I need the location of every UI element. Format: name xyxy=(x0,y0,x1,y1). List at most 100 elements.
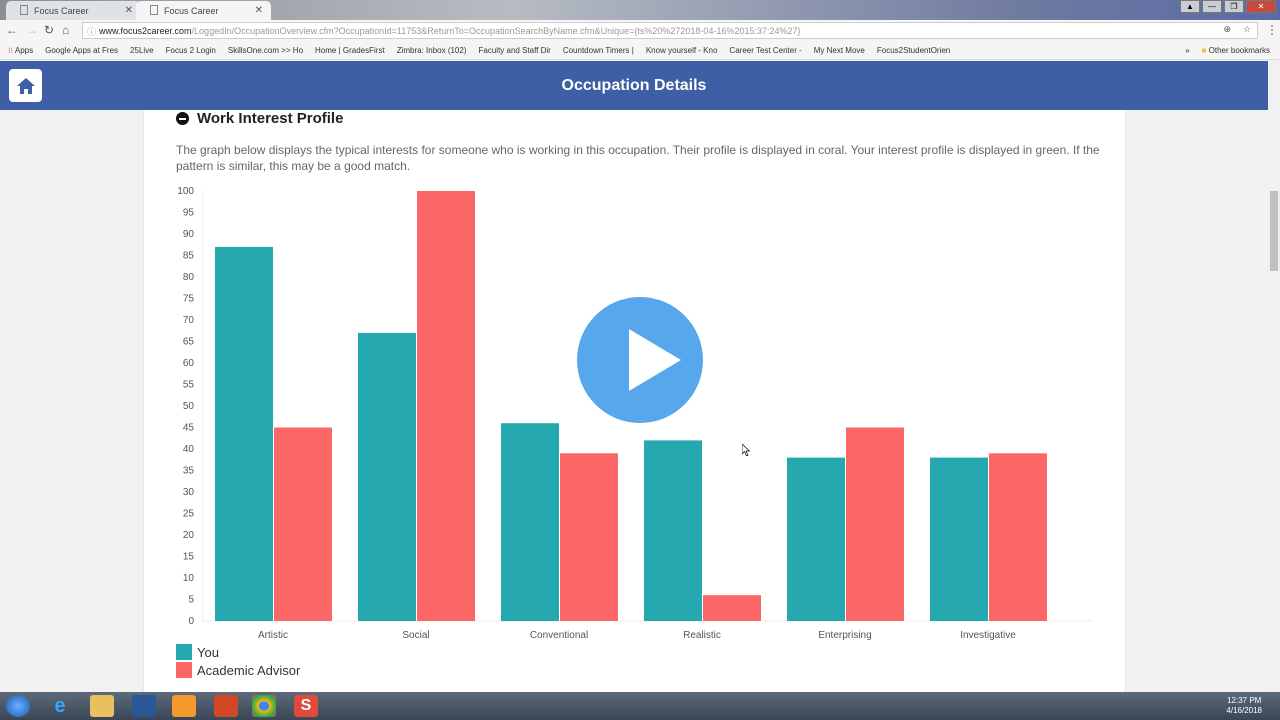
url-path: /LoggedIn/OccupationOverview.cfm?Occupat… xyxy=(191,26,801,36)
close-window-button[interactable]: ✕ xyxy=(1246,0,1276,13)
legend-label: Academic Advisor xyxy=(197,662,301,678)
bookmark-skillsone[interactable]: SkillsOne.com >> Ho xyxy=(227,45,304,55)
y-tick-label: 5 xyxy=(188,595,194,606)
home-icon xyxy=(16,77,35,94)
y-tick-label: 40 xyxy=(183,444,195,455)
clock[interactable]: 12:37 PM 4/16/2018 xyxy=(1226,696,1262,716)
bar-advisor-conventional xyxy=(560,453,618,621)
y-tick-label: 80 xyxy=(183,272,195,283)
x-tick-label: Investigative xyxy=(960,630,1016,641)
y-tick-label: 60 xyxy=(183,358,195,369)
play-icon xyxy=(629,329,681,391)
y-tick-label: 30 xyxy=(183,487,195,498)
bookmark-focus2-login[interactable]: Focus 2 Login xyxy=(165,45,216,55)
bookmark-focus2student[interactable]: Focus2StudentOrien xyxy=(876,45,951,55)
bar-advisor-investigative xyxy=(989,453,1047,621)
user-icon[interactable]: ▲ xyxy=(1180,0,1200,13)
x-tick-label: Social xyxy=(402,630,429,641)
bookmark-faculty-staff[interactable]: Faculty and Staff Dir xyxy=(478,45,551,55)
bookmark-gradesfirst[interactable]: Home | GradesFirst xyxy=(315,45,385,55)
y-tick-label: 65 xyxy=(183,337,195,348)
bookmark-my-next-move[interactable]: My Next Move xyxy=(813,45,865,55)
section-description: The graph below displays the typical int… xyxy=(176,143,1100,173)
bookmark-countdown[interactable]: Countdown Timers | xyxy=(562,45,634,55)
close-tab-icon[interactable]: ✕ xyxy=(254,5,263,16)
bookmark-25live[interactable]: 25Live xyxy=(130,45,154,55)
bookmark-google-apps[interactable]: Google Apps at Fres xyxy=(45,45,119,55)
page-header: Occupation Details xyxy=(0,61,1268,110)
x-tick-label: Realistic xyxy=(683,630,721,641)
y-tick-label: 15 xyxy=(183,552,195,563)
taskbar: e S 12:37 PM 4/16/2018 xyxy=(0,692,1280,720)
star-icon[interactable]: ☆ xyxy=(1242,24,1251,34)
url-input[interactable]: ⓘ www.focus2career.com/LoggedIn/Occupatio… xyxy=(82,22,1258,39)
y-tick-label: 100 xyxy=(177,186,194,197)
chart-legend: You Academic Advisor xyxy=(176,643,300,679)
x-tick-label: Artistic xyxy=(258,630,288,641)
bookmark-zimbra[interactable]: Zimbra: Inbox (102) xyxy=(396,45,467,55)
clock-time: 12:37 PM xyxy=(1227,696,1262,705)
maximize-button[interactable]: ❐ xyxy=(1224,0,1244,13)
page-title: Occupation Details xyxy=(561,77,707,94)
scrollbar-thumb[interactable] xyxy=(1270,191,1278,271)
bookmark-apps[interactable]: ⁝⁝ Apps xyxy=(8,46,33,55)
address-bar-row: ← → ↻ ⌂ ⓘ www.focus2career.com/LoggedIn/O… xyxy=(0,20,1280,41)
bar-advisor-realistic xyxy=(703,595,761,621)
mouse-cursor-icon xyxy=(742,444,750,456)
y-tick-label: 35 xyxy=(183,466,195,477)
bar-you-social xyxy=(358,332,416,621)
start-button[interactable] xyxy=(6,695,30,717)
info-icon: ⓘ xyxy=(87,27,97,37)
forward-icon[interactable]: → xyxy=(26,23,38,37)
y-tick-label: 20 xyxy=(183,530,195,541)
word-icon[interactable] xyxy=(132,695,156,717)
tab-focus-career-2[interactable]: Focus Career ✕ xyxy=(136,1,271,20)
bookmark-label: Apps xyxy=(14,45,34,55)
y-tick-label: 75 xyxy=(183,294,195,305)
bookmarks-right: » ■ Other bookmarks xyxy=(1185,46,1280,55)
chrome-icon[interactable] xyxy=(252,695,276,717)
y-tick-label: 95 xyxy=(183,208,195,219)
tab-label: Focus Career xyxy=(164,6,219,16)
file-explorer-icon[interactable] xyxy=(90,695,114,717)
bookmarks-bar: ⁝⁝ Apps Google Apps at Fres 25Live Focus… xyxy=(0,41,1280,60)
bookmark-career-test[interactable]: Career Test Center - xyxy=(729,45,802,55)
tab-focus-career-1[interactable]: Focus Career ✕ xyxy=(6,1,141,20)
snagit-icon[interactable]: S xyxy=(294,695,318,717)
section-header[interactable]: Work Interest Profile xyxy=(176,110,343,127)
home-icon[interactable]: ⌂ xyxy=(62,23,70,37)
bar-advisor-social xyxy=(417,191,475,621)
legend-item-you[interactable]: You xyxy=(176,643,300,661)
folder-icon: ■ xyxy=(1201,45,1207,55)
page-scrollbar[interactable] xyxy=(1268,61,1280,692)
clock-date: 4/16/2018 xyxy=(1226,706,1262,715)
powerpoint-icon[interactable] xyxy=(214,695,238,717)
reload-icon[interactable]: ↻ xyxy=(44,23,55,37)
legend-swatch xyxy=(176,662,192,678)
back-icon[interactable]: ← xyxy=(6,23,18,37)
interest-bar-chart: 0 5 10 15 20 25 30 35 40 45 50 55 60 65 70 75 80 85 90 95 10… xyxy=(177,186,1092,641)
video-play-button[interactable] xyxy=(568,288,712,432)
collapse-icon[interactable] xyxy=(176,112,189,125)
other-bookmarks[interactable]: ■ Other bookmarks xyxy=(1202,46,1270,55)
more-bookmarks[interactable]: » xyxy=(1185,45,1190,55)
y-tick-label: 90 xyxy=(183,229,195,240)
bookmark-know-yourself[interactable]: Know yourself - Kno xyxy=(645,45,718,55)
url-host: www.focus2career.com xyxy=(99,26,192,36)
legend-label: You xyxy=(197,644,219,660)
x-tick-label: Enterprising xyxy=(818,630,871,641)
bar-you-enterprising xyxy=(787,457,845,621)
zoom-icon[interactable]: ⊕ xyxy=(1223,24,1231,34)
menu-icon[interactable]: ⋮ xyxy=(1266,23,1278,37)
minimize-button[interactable]: — xyxy=(1202,0,1222,13)
y-tick-label: 85 xyxy=(183,251,195,262)
y-tick-label: 50 xyxy=(183,401,195,412)
bar-you-conventional xyxy=(501,423,559,621)
legend-item-advisor[interactable]: Academic Advisor xyxy=(176,661,300,679)
internet-explorer-icon[interactable]: e xyxy=(54,695,66,717)
close-tab-icon[interactable]: ✕ xyxy=(124,5,133,16)
bar-you-realistic xyxy=(644,440,702,621)
home-button[interactable] xyxy=(9,69,42,102)
bar-you-artistic xyxy=(215,246,273,621)
media-player-icon[interactable] xyxy=(172,695,196,717)
